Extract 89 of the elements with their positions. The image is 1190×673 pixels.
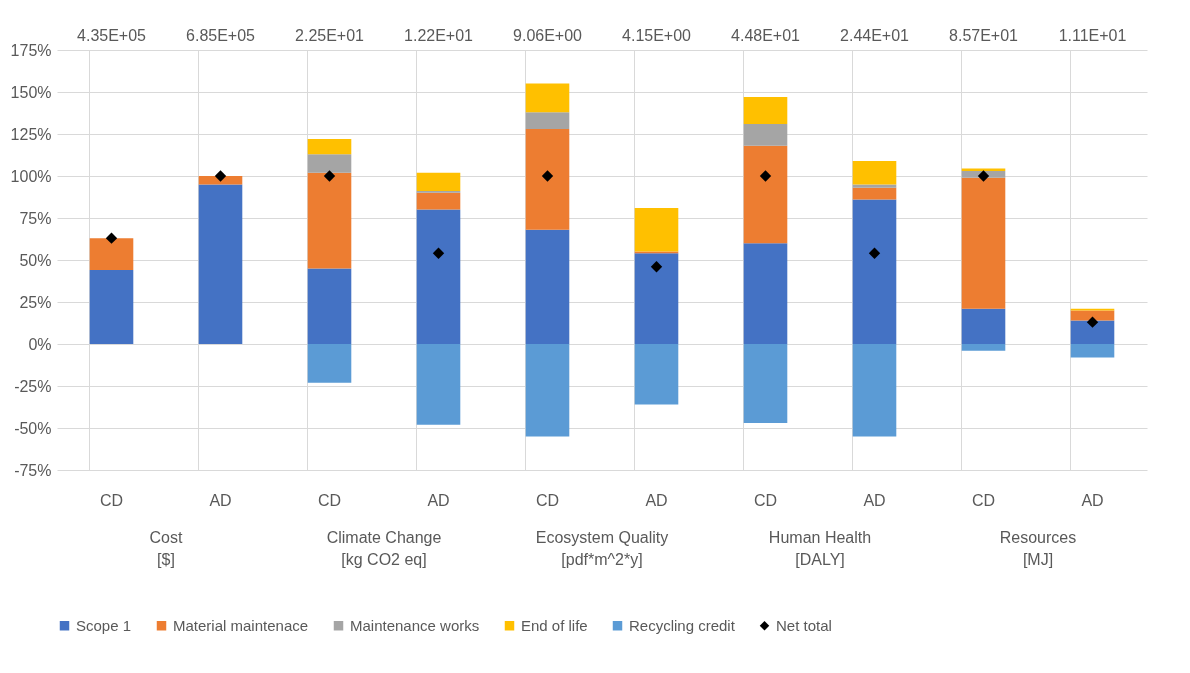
x-tick-label: AD — [1081, 491, 1104, 509]
x-tick-label: AD — [863, 491, 886, 509]
bar — [416, 192, 461, 210]
bar — [743, 243, 788, 344]
bar — [743, 123, 788, 146]
x-tick-label: CD — [99, 491, 124, 509]
point — [214, 170, 227, 182]
point — [105, 232, 118, 244]
text: Ecosystem Quality [pdf*m^2*y] — [535, 529, 669, 568]
legend-label: Recycling credit — [629, 616, 736, 634]
bar — [525, 229, 570, 344]
legend-label: Scope 1 — [76, 616, 132, 634]
bar — [89, 270, 134, 344]
bar — [634, 207, 679, 252]
bar — [743, 344, 788, 423]
point — [759, 170, 772, 182]
bar — [416, 209, 461, 344]
bar — [961, 344, 1006, 351]
y-tick-label: 75% — [19, 209, 52, 227]
y-tick-label: 50% — [19, 251, 52, 269]
y-tick-label: -50% — [14, 419, 52, 437]
x-tick-label: AD — [209, 491, 232, 509]
legend-label: Net total — [776, 616, 832, 634]
text: 9.06E+00 — [513, 27, 583, 44]
y-tick-label: -25% — [14, 377, 52, 395]
bar — [743, 97, 788, 124]
y-tick-label: 175% — [10, 41, 52, 59]
bar — [307, 344, 352, 383]
y-tick-label: -75% — [14, 461, 52, 479]
bar — [525, 128, 570, 230]
bar — [743, 145, 788, 244]
point — [1086, 316, 1099, 328]
bar — [1070, 344, 1115, 358]
x-tick-label: CD — [753, 491, 778, 509]
x-tick-label: AD — [645, 491, 668, 509]
bar — [1070, 310, 1115, 321]
bar — [416, 344, 461, 425]
text: 2.44E+01 — [840, 27, 910, 44]
bar — [852, 187, 897, 200]
point — [977, 170, 990, 182]
legend-label: Maintenance works — [350, 616, 480, 634]
bar — [634, 253, 679, 344]
bar — [307, 139, 352, 155]
legend-label: End of life — [521, 616, 588, 634]
bar — [634, 344, 679, 405]
bar — [416, 172, 461, 192]
text: Resources [MJ] — [999, 529, 1077, 568]
bar — [1070, 320, 1115, 344]
text: 4.48E+01 — [731, 27, 801, 44]
text: 8.57E+01 — [949, 27, 1019, 44]
text: Cost [$] — [149, 529, 183, 568]
y-tick-label: 150% — [10, 83, 52, 101]
bar — [852, 199, 897, 344]
point — [323, 170, 336, 182]
text: 4.35E+05 — [77, 27, 147, 44]
y-tick-label: 0% — [28, 335, 52, 353]
bar — [307, 154, 352, 173]
text: Human Health [DALY] — [768, 529, 872, 568]
text: 1.11E+01 — [1058, 27, 1127, 44]
legend-label: Material maintenace — [173, 616, 309, 634]
bar — [525, 83, 570, 113]
bar — [525, 344, 570, 437]
x-tick-label: CD — [971, 491, 996, 509]
bar — [852, 344, 897, 437]
bar — [961, 177, 1006, 309]
bar — [961, 168, 1006, 171]
point — [868, 247, 881, 259]
bar — [525, 112, 570, 129]
text: 6.85E+05 — [186, 27, 256, 44]
point — [650, 261, 663, 273]
point — [541, 170, 554, 182]
bar — [961, 308, 1006, 344]
point — [432, 247, 445, 259]
bar — [852, 184, 897, 188]
x-tick-label: CD — [535, 491, 560, 509]
y-tick-label: 125% — [10, 125, 52, 143]
text: 4.15E+00 — [622, 27, 692, 44]
text: 1.22E+01 — [404, 27, 474, 44]
text: 2.25E+01 — [295, 27, 365, 44]
y-tick-label: 100% — [10, 167, 52, 185]
x-tick-label: CD — [317, 491, 342, 509]
y-tick-label: 25% — [19, 293, 52, 311]
x-tick-label: AD — [427, 491, 450, 509]
bar — [307, 268, 352, 344]
bar — [198, 184, 243, 344]
bar — [89, 238, 134, 271]
bar — [307, 172, 352, 269]
text: Climate Change [kg CO2 eq] — [326, 529, 442, 568]
bar — [852, 160, 897, 185]
